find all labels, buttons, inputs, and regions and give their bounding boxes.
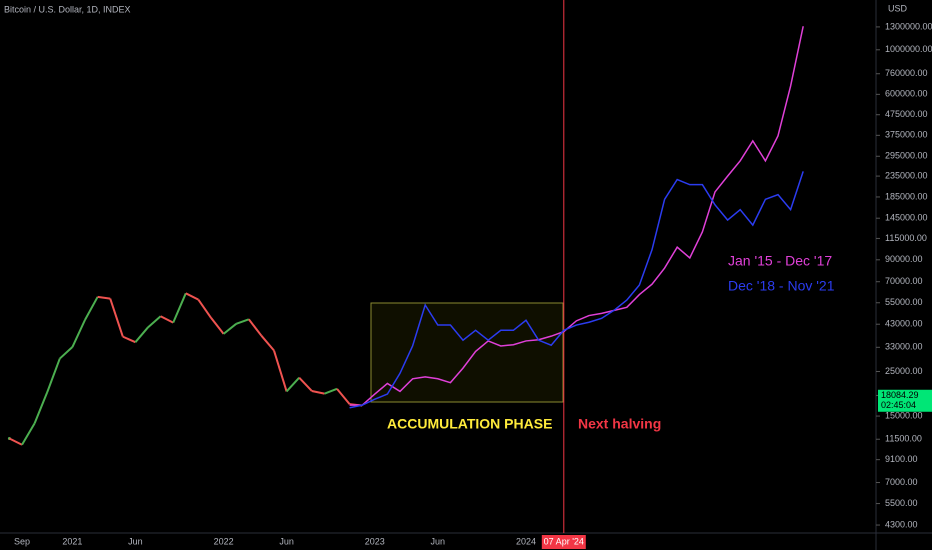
price-segment — [260, 335, 275, 352]
x-tick-label: Jun — [279, 536, 294, 546]
y-tick-label: 4300.00 — [885, 519, 918, 529]
price-segment — [46, 358, 61, 393]
y-tick-label: 235000.00 — [885, 170, 928, 180]
price-segment — [71, 319, 86, 348]
last-price-tag — [878, 389, 932, 412]
y-tick-label: 5500.00 — [885, 498, 918, 508]
accumulation-box — [370, 302, 564, 403]
y-tick-label: 90000.00 — [885, 254, 923, 264]
x-tick-label: Sep — [14, 536, 30, 546]
currency-label: USD — [888, 3, 908, 13]
price-segment — [197, 299, 212, 319]
x-tick-label: 2021 — [62, 536, 82, 546]
y-tick-label: 115000.00 — [885, 233, 927, 243]
x-tick-label: 2022 — [214, 536, 234, 546]
y-tick-label: 15000.00 — [885, 410, 923, 420]
price-segment — [248, 318, 263, 337]
legend-label: Dec '18 - Nov '21 — [728, 278, 835, 294]
chart-title: Bitcoin / U.S. Dollar, 1D, INDEX — [4, 4, 131, 14]
y-tick-label: 70000.00 — [885, 276, 923, 286]
price-segment — [21, 422, 36, 446]
y-tick-label: 11500.00 — [885, 434, 922, 444]
price-segment — [273, 350, 288, 392]
x-tick-label: Jun — [431, 536, 446, 546]
y-tick-label: 1000000.00 — [885, 44, 932, 54]
price-segment — [298, 376, 313, 392]
x-tick-label: 2023 — [365, 536, 385, 546]
y-tick-label: 1300000.00 — [885, 21, 932, 31]
price-segment — [324, 387, 338, 395]
price-segment — [222, 323, 237, 335]
x-tick-label: Jun — [128, 536, 143, 546]
y-tick-label: 760000.00 — [885, 68, 928, 78]
price-segment — [59, 346, 74, 360]
halving-tag — [541, 535, 586, 549]
annotation: Next halving — [578, 416, 661, 432]
y-tick-label: 55000.00 — [885, 297, 923, 307]
price-segment — [336, 388, 351, 405]
y-tick-label: 375000.00 — [885, 130, 928, 140]
price-segment — [285, 376, 300, 393]
y-tick-label: 145000.00 — [885, 213, 928, 223]
y-tick-label: 7000.00 — [885, 477, 918, 487]
price-segment — [147, 315, 162, 329]
y-tick-label: 9100.00 — [885, 454, 918, 464]
y-tick-label: 295000.00 — [885, 151, 928, 161]
last-price-label: 18084.29 — [881, 390, 919, 400]
series-line — [349, 171, 804, 409]
annotation: ACCUMULATION PHASE — [387, 416, 552, 432]
price-segment — [172, 292, 187, 324]
price-segment — [97, 295, 111, 300]
price-segment — [185, 292, 199, 301]
price-segment — [134, 326, 149, 343]
price-segment — [311, 390, 325, 395]
y-tick-label: 185000.00 — [885, 191, 928, 201]
countdown-label: 02:45:04 — [881, 400, 916, 410]
x-tick-label: 2024 — [516, 536, 536, 546]
price-segment — [122, 335, 136, 344]
series-line — [349, 26, 804, 406]
price-segment — [235, 318, 250, 325]
price-segment — [109, 298, 124, 337]
x-tick-label: 07 Apr '24 — [544, 536, 584, 546]
price-segment — [33, 391, 49, 424]
y-tick-label: 600000.00 — [885, 89, 928, 99]
y-tick-label: 475000.00 — [885, 109, 928, 119]
y-tick-label: 43000.00 — [885, 319, 923, 329]
price-segment — [84, 296, 99, 321]
price-segment — [160, 315, 174, 324]
legend-label: Jan '15 - Dec '17 — [728, 253, 832, 269]
y-tick-label: 33000.00 — [885, 342, 923, 352]
price-segment — [8, 437, 23, 446]
price-segment — [210, 317, 225, 335]
y-tick-label: 25000.00 — [885, 366, 923, 376]
